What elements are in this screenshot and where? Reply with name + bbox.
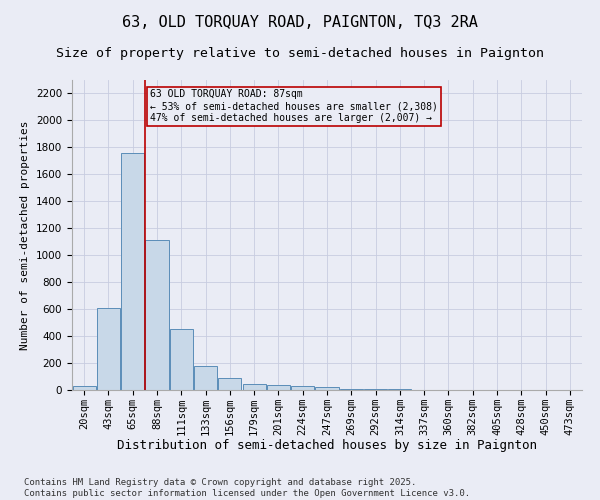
Bar — [145, 240, 169, 390]
Bar — [170, 330, 193, 390]
Bar — [291, 386, 314, 390]
Text: 63, OLD TORQUAY ROAD, PAIGNTON, TQ3 2RA: 63, OLD TORQUAY ROAD, PAIGNTON, TQ3 2RA — [122, 15, 478, 30]
Bar — [316, 388, 338, 390]
Text: 63 OLD TORQUAY ROAD: 87sqm
← 53% of semi-detached houses are smaller (2,308)
47%: 63 OLD TORQUAY ROAD: 87sqm ← 53% of semi… — [150, 90, 437, 122]
Text: Size of property relative to semi-detached houses in Paignton: Size of property relative to semi-detach… — [56, 48, 544, 60]
Bar — [267, 384, 290, 390]
Bar — [121, 153, 144, 390]
Bar — [218, 378, 241, 390]
Bar — [97, 308, 120, 390]
Y-axis label: Number of semi-detached properties: Number of semi-detached properties — [20, 120, 31, 350]
Bar — [242, 384, 266, 390]
X-axis label: Distribution of semi-detached houses by size in Paignton: Distribution of semi-detached houses by … — [117, 440, 537, 452]
Bar — [73, 386, 95, 390]
Text: Contains HM Land Registry data © Crown copyright and database right 2025.
Contai: Contains HM Land Registry data © Crown c… — [24, 478, 470, 498]
Bar — [194, 366, 217, 390]
